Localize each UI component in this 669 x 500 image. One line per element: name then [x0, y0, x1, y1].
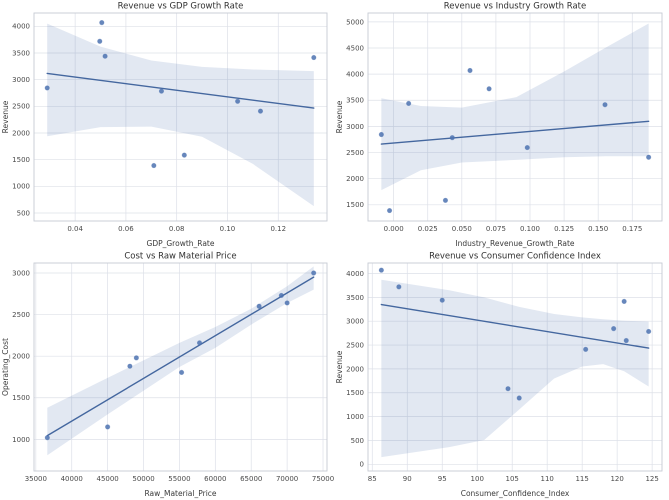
svg-text:1000: 1000	[12, 183, 30, 191]
svg-text:115: 115	[575, 475, 588, 483]
svg-text:125: 125	[645, 475, 658, 483]
chart-revenue-vs-gdp-growth-container: 0.04 0.06 0.08 0.10 0.12 500 1000 1500 2000 2500 3…	[0, 0, 334, 250]
svg-text:75000: 75000	[312, 475, 334, 483]
svg-text:55000: 55000	[168, 475, 190, 483]
svg-text:1500: 1500	[12, 156, 30, 164]
svg-text:0: 0	[360, 461, 364, 469]
svg-text:4000: 4000	[346, 71, 364, 79]
svg-text:0.04: 0.04	[67, 225, 83, 233]
svg-text:3000: 3000	[12, 76, 30, 84]
svg-text:3500: 3500	[346, 97, 364, 105]
svg-text:Revenue vs Industry Growth Rat: Revenue vs Industry Growth Rate	[444, 2, 587, 12]
svg-text:2500: 2500	[12, 103, 30, 111]
svg-text:500: 500	[351, 437, 364, 445]
svg-text:2000: 2000	[12, 129, 30, 137]
svg-text:1500: 1500	[346, 201, 364, 209]
svg-text:95: 95	[438, 475, 447, 483]
svg-text:0.06: 0.06	[118, 225, 134, 233]
svg-text:0.100: 0.100	[520, 225, 540, 233]
svg-text:4500: 4500	[346, 44, 364, 52]
svg-text:65000: 65000	[240, 475, 262, 483]
svg-text:1500: 1500	[12, 394, 30, 402]
chart-revenue-vs-consumer-confidence-container: 85 90 95 100 105 110 115 120 125 0 500 1000 1500 2000…	[334, 250, 669, 500]
svg-text:2000: 2000	[346, 175, 364, 183]
svg-text:0.075: 0.075	[486, 225, 506, 233]
svg-text:1500: 1500	[346, 389, 364, 397]
svg-text:120: 120	[610, 475, 623, 483]
svg-text:1000: 1000	[12, 436, 30, 444]
svg-text:0.08: 0.08	[169, 225, 185, 233]
svg-text:Cost vs Raw Material Price: Cost vs Raw Material Price	[124, 252, 236, 262]
svg-text:45000: 45000	[96, 475, 118, 483]
svg-text:GDP_Growth_Rate: GDP_Growth_Rate	[147, 239, 215, 248]
svg-text:3500: 3500	[12, 49, 30, 57]
svg-text:3000: 3000	[12, 269, 30, 277]
svg-text:Revenue: Revenue	[335, 100, 344, 133]
svg-text:Consumer_Confidence_Index: Consumer_Confidence_Index	[461, 489, 570, 498]
chart-cost-vs-raw-material-price: 35000 40000 45000 50000 55000 60000 65000 70000…	[1, 252, 334, 499]
svg-text:3000: 3000	[346, 318, 364, 326]
svg-text:Revenue vs Consumer Confidence: Revenue vs Consumer Confidence Index	[429, 252, 601, 262]
svg-text:Revenue vs GDP Growth Rate: Revenue vs GDP Growth Rate	[118, 2, 244, 12]
svg-text:3500: 3500	[346, 294, 364, 302]
svg-text:2000: 2000	[346, 365, 364, 373]
svg-text:2500: 2500	[12, 311, 30, 319]
svg-text:2500: 2500	[346, 149, 364, 157]
svg-text:0.125: 0.125	[554, 225, 574, 233]
svg-text:105: 105	[506, 475, 519, 483]
svg-text:40000: 40000	[61, 475, 83, 483]
svg-text:0.025: 0.025	[418, 225, 438, 233]
svg-text:0.10: 0.10	[220, 225, 236, 233]
svg-text:0.12: 0.12	[270, 225, 286, 233]
svg-text:0.150: 0.150	[588, 225, 608, 233]
svg-text:Revenue: Revenue	[335, 350, 344, 383]
svg-text:2000: 2000	[12, 353, 30, 361]
svg-text:500: 500	[17, 209, 30, 217]
svg-text:Raw_Material_Price: Raw_Material_Price	[144, 489, 216, 498]
svg-text:85: 85	[368, 475, 377, 483]
svg-text:35000: 35000	[25, 475, 47, 483]
svg-text:60000: 60000	[204, 475, 226, 483]
svg-text:4000: 4000	[346, 270, 364, 278]
chart-revenue-vs-consumer-confidence: 85 90 95 100 105 110 115 120 125 0 500 1000 1500 2000…	[335, 252, 663, 498]
svg-text:5000: 5000	[346, 18, 364, 26]
chart-cost-vs-raw-material-price-container: 35000 40000 45000 50000 55000 60000 65000 70000…	[0, 250, 334, 500]
svg-text:0.050: 0.050	[452, 225, 472, 233]
svg-text:90: 90	[403, 475, 412, 483]
svg-text:1000: 1000	[346, 413, 364, 421]
svg-text:4000: 4000	[12, 23, 30, 31]
svg-text:Revenue: Revenue	[1, 100, 10, 133]
svg-text:0.000: 0.000	[384, 225, 404, 233]
chart-revenue-vs-industry-growth: 0.000 0.025 0.050 0.075 0.100 0.125 0.150 0.175…	[335, 2, 663, 248]
svg-text:3000: 3000	[346, 123, 364, 131]
chart-revenue-vs-gdp-growth: 0.04 0.06 0.08 0.10 0.12 500 1000 1500 2000 2500 3…	[1, 2, 328, 248]
chart-revenue-vs-industry-growth-container: 0.000 0.025 0.050 0.075 0.100 0.125 0.150 0.175…	[334, 0, 669, 250]
svg-text:2500: 2500	[346, 341, 364, 349]
svg-text:0.175: 0.175	[622, 225, 642, 233]
svg-text:70000: 70000	[276, 475, 298, 483]
svg-text:Industry_Revenue_Growth_Rate: Industry_Revenue_Growth_Rate	[455, 239, 574, 248]
svg-text:100: 100	[471, 475, 484, 483]
svg-text:Operating_Cost: Operating_Cost	[1, 338, 10, 396]
svg-text:110: 110	[540, 475, 553, 483]
svg-text:50000: 50000	[132, 475, 154, 483]
